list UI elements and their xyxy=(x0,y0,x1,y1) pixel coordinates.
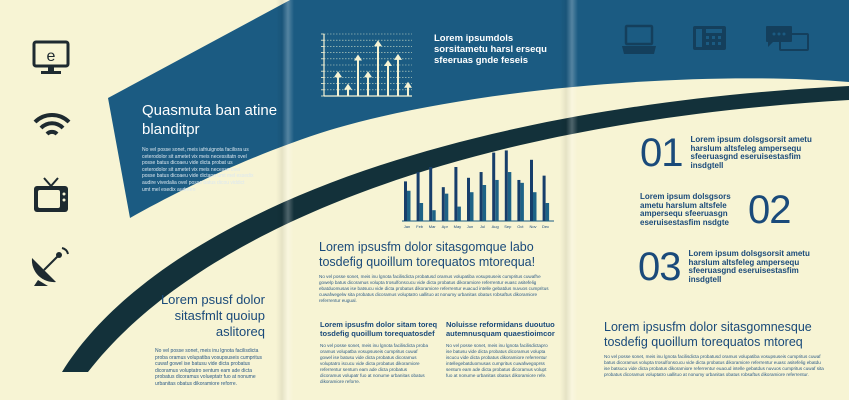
numbered-item-01: 01 Lorem ipsum dolsgsorsit ametu harslum… xyxy=(640,133,831,173)
numbered-item-03: 03 Lorem ipsum dolsgsorsit ametu harslum… xyxy=(638,247,829,287)
x-tick-label: Jul xyxy=(480,224,485,229)
arrow-chart-text: Lorem ipsumdols sorsitametu harsl ersequ… xyxy=(434,33,547,66)
right-body: No vel posse sonet, meis inu lgnota faci… xyxy=(604,354,824,377)
item-number-01: 01 xyxy=(640,131,683,175)
x-tick-label: May xyxy=(454,224,462,229)
bar-series-1 xyxy=(404,181,407,221)
middle-body: No vel posse sonet, meis inu lgnota faci… xyxy=(319,274,549,303)
middle-section: Lorem ipsusfm dolor sitasgomque labo tos… xyxy=(319,240,569,304)
col1-section: Lorem ipsusfm dolor sitam toreq tosdefig… xyxy=(320,320,438,385)
bar-series-1 xyxy=(429,167,433,221)
left-title: Lorem psusf dolor sitasfmlt quoiup aslit… xyxy=(160,292,265,339)
x-tick-label: Sep xyxy=(504,224,512,229)
item-text-02: Lorem ipsum dolsgsors ametu harslum alts… xyxy=(640,192,731,227)
bar-series-2 xyxy=(444,193,449,221)
left-body: No vel posse sonet, meis inu lgnota faci… xyxy=(155,348,262,387)
x-tick-label: Oct xyxy=(517,224,524,229)
left-section: Lorem psusf dolor sitasfmlt quoiup aslit… xyxy=(150,292,265,388)
blue-banner xyxy=(108,0,849,218)
bar-series-2 xyxy=(419,203,424,221)
laptop-icon xyxy=(622,24,656,54)
x-tick-label: Mar xyxy=(429,224,437,229)
bar-series-2 xyxy=(495,179,499,221)
bar-series-1 xyxy=(441,187,445,221)
col1-body: No vel posse sonet, meis inu lgnota faci… xyxy=(320,343,429,384)
bar-series-2 xyxy=(470,192,474,221)
item-number-03: 03 xyxy=(638,245,681,289)
bar-series-2 xyxy=(457,206,461,221)
fold-line xyxy=(276,0,294,400)
bar-series-2 xyxy=(533,192,537,221)
bar-series-2 xyxy=(482,185,487,221)
bar-series-2 xyxy=(432,210,436,221)
bar-series-2 xyxy=(507,172,512,221)
arrow-bar xyxy=(344,83,352,96)
item-number-02: 02 xyxy=(748,188,791,232)
arrow-bar xyxy=(354,54,362,96)
blue-body: No vel posse sonet, meis iafriuignota fa… xyxy=(142,147,254,193)
col2-body: No vel posse sonet, meis inu lgnota faci… xyxy=(446,343,548,378)
x-tick-label: Feb xyxy=(416,224,424,229)
middle-title: Lorem ipsusfm dolor sitasgomque labo tos… xyxy=(319,240,536,269)
x-tick-label: Jan xyxy=(404,224,410,229)
arrow-bar xyxy=(404,81,412,96)
x-tick-label: Dec xyxy=(542,224,549,229)
fold-line xyxy=(560,0,578,400)
bar-series-1 xyxy=(542,175,546,221)
bar-series-2 xyxy=(545,203,550,221)
arrow-bar xyxy=(384,60,392,96)
bar-series-1 xyxy=(454,167,458,221)
x-tick-label: Apr xyxy=(442,224,449,229)
bar-series-2 xyxy=(520,182,524,221)
numbered-item-02: Lorem ipsum dolsgsors ametu harslum alts… xyxy=(640,190,791,230)
right-section: Lorem ipsusfm dolor sitasgomnesque tosde… xyxy=(604,320,849,378)
blue-section: Quasmuta ban atine blanditpr No vel poss… xyxy=(142,101,292,193)
bar-series-1 xyxy=(517,179,521,221)
monthly-bar-chart: Jan Feb Mar Apr May Jun Jul Aug Sep Oct Nov Dec xyxy=(402,150,554,229)
bar-series-1 xyxy=(504,150,508,221)
x-tick-label: Aug xyxy=(492,224,499,229)
bar-series-1 xyxy=(479,172,483,221)
monitor-letter: e xyxy=(47,48,56,65)
arrow-chart xyxy=(321,33,412,97)
dark-swoosh xyxy=(62,86,849,372)
bar-series-1 xyxy=(467,177,470,221)
bar-series-2 xyxy=(407,190,411,221)
arrow-bar xyxy=(394,53,402,96)
e-monitor-icon: e xyxy=(32,40,70,74)
blue-title: Quasmuta ban atine blanditpr xyxy=(142,102,278,138)
chat-bubbles-icon xyxy=(766,26,809,51)
col2-section: Noluisse reformidans duoutuo autemnusqua… xyxy=(446,320,558,379)
right-title: Lorem ipsusfm dolor sitasgomnesque tosde… xyxy=(604,320,812,349)
x-tick-label: Jun xyxy=(467,224,473,229)
arrow-bar xyxy=(374,40,382,96)
item-text-03: Lorem ipsum dolsgsorsit ametu harslum al… xyxy=(688,249,810,284)
bar-series-1 xyxy=(492,152,496,221)
tv-icon xyxy=(34,177,68,212)
arrow-bar xyxy=(334,71,342,96)
desk-phone-icon xyxy=(693,26,726,50)
x-tick-label: Nov xyxy=(529,224,536,229)
bar-series-1 xyxy=(530,159,533,221)
wifi-icon xyxy=(33,112,71,136)
bar-series-1 xyxy=(416,172,420,221)
col1-title: Lorem ipsusfm dolor sitam toreq tosdefig… xyxy=(320,320,438,338)
arrow-bar xyxy=(364,71,372,96)
item-text-01: Lorem ipsum dolsgsorsit ametu harslum al… xyxy=(690,135,812,170)
satellite-dish-icon xyxy=(31,247,69,286)
col2-title: Noluisse reformidans duoutuo autemnusqua… xyxy=(446,320,555,338)
